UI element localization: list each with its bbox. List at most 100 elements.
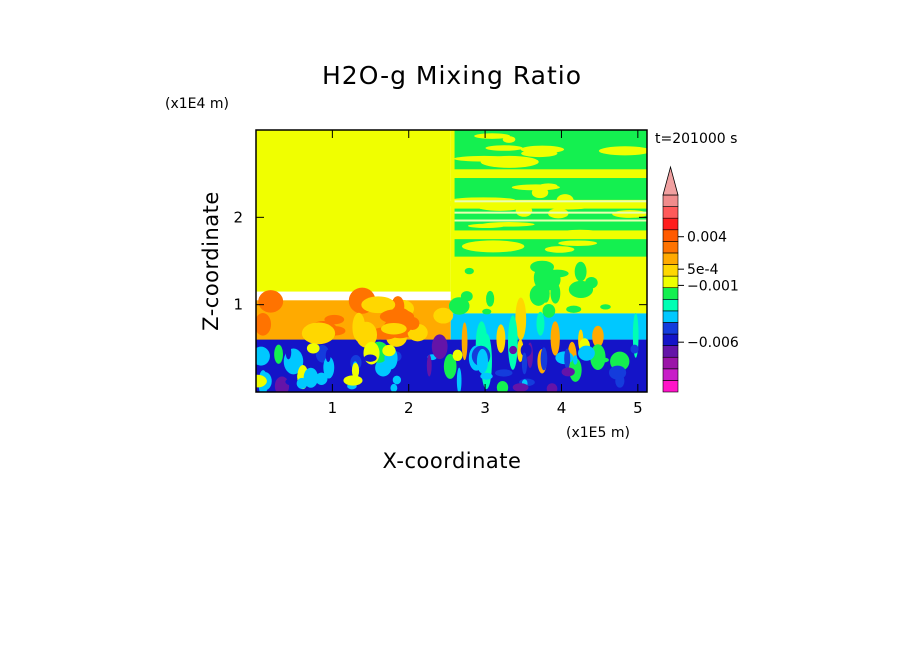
plot-area — [256, 130, 647, 392]
y-tick-label: 1 — [233, 296, 243, 314]
green-patch — [538, 269, 561, 291]
colorbar-level — [662, 368, 679, 381]
green-patch — [486, 290, 495, 307]
band-streak — [559, 229, 602, 238]
boundary-eddy — [564, 348, 571, 370]
band-streak — [612, 210, 647, 218]
green-patch — [574, 261, 587, 282]
x-tick-label: 4 — [557, 399, 567, 417]
colorbar-level — [662, 333, 679, 346]
boundary-eddy — [315, 372, 328, 385]
boundary-eddy — [431, 334, 448, 360]
green-patch — [460, 291, 473, 302]
boundary-eddy — [480, 372, 493, 380]
boundary-eddy — [256, 374, 267, 388]
band-streak — [598, 146, 647, 156]
x-tick-label: 3 — [480, 399, 490, 417]
boundary-eddy — [495, 369, 513, 377]
band-streak — [520, 145, 565, 154]
orange-plume — [256, 313, 272, 336]
orange-plume — [355, 321, 378, 348]
colorbar-level — [662, 275, 679, 289]
colorbar-label: −0.001 — [687, 278, 739, 294]
colorbar-level — [662, 241, 679, 254]
boundary-eddy — [546, 383, 558, 392]
boundary-eddy — [561, 367, 575, 377]
green-patch — [600, 304, 611, 310]
boundary-eddy — [476, 348, 489, 374]
colorbar-level — [662, 310, 679, 323]
boundary-eddy — [521, 352, 528, 375]
rising-tongue — [517, 339, 524, 362]
boundary-eddy — [306, 343, 320, 354]
colorbar-level — [662, 380, 679, 393]
chart-title: H2O-g Mixing Ratio — [322, 61, 582, 90]
colorbar-labels: 0.004 5e-4−0.001 −0.006 — [678, 230, 739, 351]
colorbar-level — [662, 298, 679, 312]
boundary-eddy — [351, 362, 360, 379]
y-axis-unit: (x1E4 m) — [165, 96, 229, 112]
band-streak — [556, 194, 574, 207]
boundary-eddy — [323, 356, 335, 379]
boundary-eddy — [426, 354, 432, 377]
boundary-eddy — [452, 349, 463, 362]
band-stripe — [454, 211, 647, 214]
y-axis-label: Z-coordinate — [199, 191, 223, 331]
boundary-eddy — [578, 345, 595, 361]
green-patch — [568, 280, 594, 298]
green-patch — [566, 305, 582, 313]
orange-plume — [361, 296, 396, 314]
colorbar-label: −0.006 — [687, 335, 739, 351]
colorbar-level — [662, 229, 679, 242]
green-patch — [482, 308, 492, 315]
boundary-eddy — [609, 365, 627, 380]
rising-tongue — [515, 297, 527, 340]
band-streak — [511, 184, 560, 191]
colorbar-level — [662, 356, 679, 370]
orange-plume — [258, 290, 284, 313]
colorbar-level — [662, 206, 679, 219]
rising-tongue — [536, 311, 545, 336]
green-patch — [448, 297, 470, 315]
colorbar-level — [662, 194, 679, 207]
x-axis-unit: (x1E5 m) — [566, 425, 630, 441]
orange-plume — [381, 322, 407, 335]
green-patch — [542, 304, 556, 318]
boundary-eddy — [569, 357, 582, 382]
band-streak — [482, 222, 535, 227]
boundary-eddy — [509, 345, 518, 355]
boundary-eddy — [343, 375, 363, 386]
colorbar-level — [662, 217, 679, 231]
boundary-eddy — [390, 383, 398, 392]
boundary-eddy — [325, 349, 331, 362]
band-stripe — [454, 219, 647, 222]
colorbar-level — [662, 345, 679, 358]
boundary-eddy — [443, 353, 457, 379]
band-streak — [485, 145, 523, 151]
colorbar-label: 5e-4 — [687, 262, 719, 278]
time-label: t=201000 s — [655, 131, 737, 147]
colorbar-level — [662, 287, 679, 300]
x-axis-ticks: 1 2 3 4 5 — [328, 130, 643, 417]
plot-frame — [255, 129, 648, 393]
boundary-eddy — [496, 381, 509, 392]
orange-plume — [379, 309, 415, 324]
green-patch — [529, 284, 548, 306]
rising-tongue — [496, 324, 506, 353]
rising-tongue — [592, 325, 604, 348]
rising-tongue — [461, 322, 468, 361]
boundary-eddy — [363, 354, 377, 362]
boundary-eddy — [274, 376, 290, 392]
band-streak — [558, 240, 598, 247]
colorbar-extend-arrow — [662, 165, 679, 196]
x-axis-label: X-coordinate — [383, 449, 522, 473]
colorbar-label: 0.004 — [687, 230, 727, 246]
orange-plume — [433, 307, 454, 324]
boundary-eddy — [630, 344, 639, 354]
boundary-eddy — [572, 355, 578, 365]
band-streak — [461, 240, 525, 253]
y-tick-label: 2 — [233, 208, 243, 226]
colorbar — [662, 165, 679, 393]
boundary-eddy — [512, 383, 529, 392]
